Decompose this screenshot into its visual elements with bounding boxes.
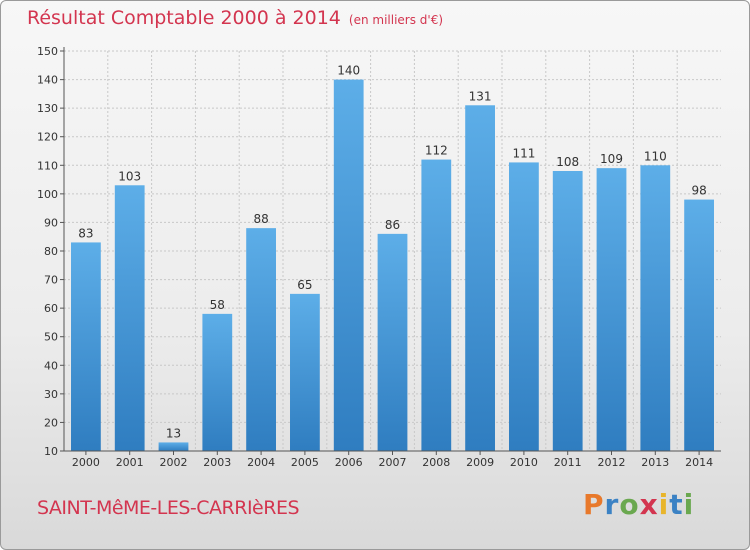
chart-header: Résultat Comptable 2000 à 2014 (en millie…: [27, 7, 443, 29]
commune-name: SAINT-MêME-LES-CARRIèRES: [37, 497, 300, 519]
bar-2007: [377, 233, 408, 451]
labels: 10 20 30 40 50 60 70 80 90 100 110 120 130 140 150 83 20…: [37, 45, 713, 469]
bar-2014: [684, 199, 714, 451]
y-tick-label: 60: [44, 302, 58, 315]
chart-subtitle: (en milliers d'€): [348, 13, 444, 27]
y-tick-label: 130: [37, 102, 58, 115]
logo-letter: P: [583, 488, 605, 521]
y-tick-label: 110: [37, 159, 58, 172]
x-tick-label: 2008: [422, 456, 450, 469]
y-tick-label: 40: [44, 359, 58, 372]
x-tick-label: 2009: [466, 456, 494, 469]
bar-2010: [509, 162, 539, 451]
bar-2000: [71, 242, 101, 451]
data-label-2006: 140: [337, 64, 360, 78]
bar-2009: [465, 105, 495, 452]
x-tick-label: 2010: [510, 456, 538, 469]
data-label-2007: 86: [385, 218, 400, 232]
bar-2013: [640, 165, 671, 452]
proxiti-logo: Proxiti: [583, 488, 694, 521]
bar-2004: [246, 228, 276, 451]
data-label-2014: 98: [691, 184, 706, 198]
bar-2006: [333, 79, 364, 452]
y-tick-label: 80: [44, 245, 58, 258]
bar-2001: [114, 185, 145, 452]
x-tick-label: 2014: [685, 456, 713, 469]
y-tick-label: 90: [44, 216, 58, 229]
x-tick-label: 2003: [203, 456, 231, 469]
chart-title: Résultat Comptable 2000 à 2014: [27, 7, 341, 29]
bar-2002: [158, 442, 189, 451]
x-tick-label: 2001: [116, 456, 144, 469]
data-label-2005: 65: [297, 278, 312, 292]
data-label-2008: 112: [425, 144, 448, 158]
axes: [60, 47, 721, 455]
data-label-2009: 131: [469, 89, 492, 103]
logo-letter: r: [604, 488, 620, 521]
x-tick-label: 2011: [554, 456, 582, 469]
bars: [71, 79, 714, 452]
data-label-2010: 111: [512, 146, 535, 160]
data-label-2003: 58: [210, 298, 225, 312]
logo-letter: x: [639, 488, 659, 521]
x-tick-label: 2006: [335, 456, 363, 469]
x-tick-label: 2013: [641, 456, 669, 469]
y-tick-label: 20: [44, 416, 58, 429]
y-tick-label: 100: [37, 188, 58, 201]
y-tick-label: 140: [37, 74, 58, 87]
logo-letter: o: [619, 488, 640, 521]
x-tick-label: 2004: [247, 456, 275, 469]
data-label-2002: 13: [166, 426, 181, 440]
data-label-2011: 108: [556, 155, 579, 169]
bar-2011: [552, 171, 583, 451]
logo-letter: i: [683, 488, 695, 521]
y-tick-label: 50: [44, 331, 58, 344]
y-tick-label: 10: [44, 445, 58, 458]
x-tick-label: 2002: [160, 456, 188, 469]
x-tick-label: 2012: [598, 456, 626, 469]
x-tick-label: 2000: [72, 456, 100, 469]
bar-2012: [596, 168, 627, 451]
x-tick-label: 2005: [291, 456, 319, 469]
logo-letter: t: [669, 488, 684, 521]
bar-2005: [290, 293, 320, 451]
y-tick-label: 70: [44, 274, 58, 287]
bar-2003: [202, 313, 233, 451]
data-label-2004: 88: [253, 212, 268, 226]
y-tick-label: 120: [37, 131, 58, 144]
y-tick-label: 30: [44, 388, 58, 401]
data-label-2001: 103: [118, 169, 141, 183]
x-tick-label: 2007: [379, 456, 407, 469]
logo-letter: i: [658, 488, 670, 521]
bar-2008: [421, 159, 452, 452]
data-label-2000: 83: [78, 226, 93, 240]
y-tick-label: 150: [37, 45, 58, 58]
data-label-2012: 109: [600, 152, 623, 166]
data-label-2013: 110: [644, 149, 667, 163]
